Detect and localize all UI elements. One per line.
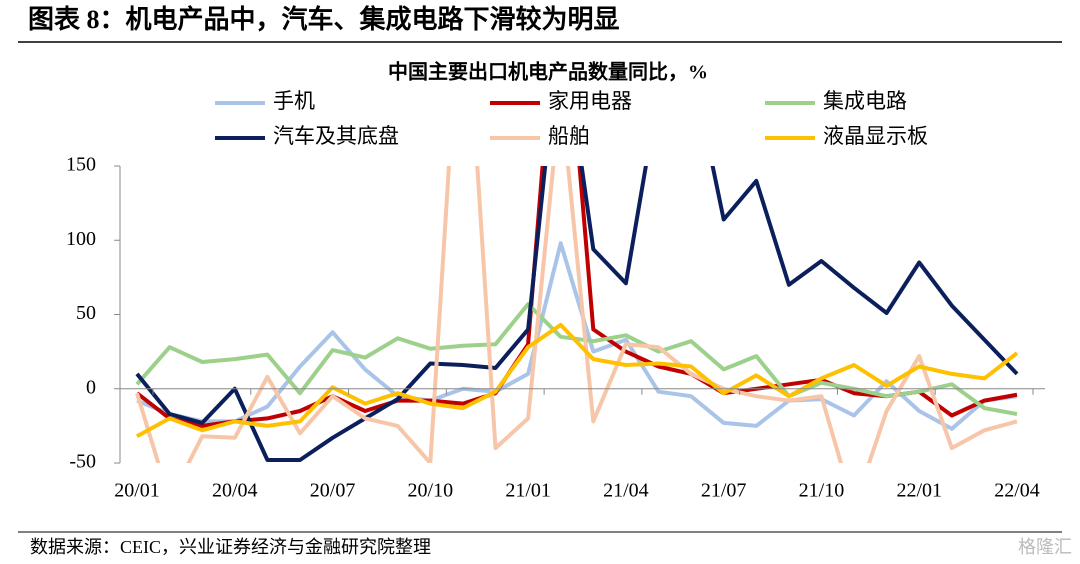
x-tick-label: 20/04: [212, 480, 258, 502]
series-line: [135, 302, 1018, 416]
legend-label: 汽车及其底盘: [273, 124, 399, 148]
source-note: 数据来源：CEIC，兴业证券经济与金融研究院整理: [30, 537, 431, 557]
y-tick-label: -50: [69, 451, 96, 473]
x-tick-label: 21/07: [701, 480, 747, 502]
x-tick-label: 22/04: [994, 480, 1040, 502]
legend-label: 家用电器: [548, 89, 632, 113]
series-line: [135, 166, 1018, 463]
x-tick-label: 21/04: [603, 480, 649, 502]
series-line: [135, 166, 1019, 462]
x-tick-label: 20/07: [310, 480, 356, 502]
legend-label: 船舶: [548, 124, 590, 148]
series-line: [136, 241, 1018, 431]
legend-label: 液晶显示板: [823, 124, 928, 148]
x-tick-label: 20/01: [114, 480, 160, 502]
x-tick-label: 21/01: [505, 480, 551, 502]
y-tick-label: 0: [86, 376, 96, 398]
chart-title: 中国主要出口机电产品数量同比，%: [388, 60, 708, 84]
plot-area: [135, 166, 1019, 463]
legend-label: 集成电路: [823, 89, 907, 113]
series-line: [135, 166, 1018, 428]
x-tick-label: 20/10: [408, 480, 454, 502]
watermark: 格隆汇: [1018, 537, 1072, 557]
x-tick-label: 22/01: [896, 480, 942, 502]
figure-title: 图表 8：机电产品中，汽车、集成电路下滑较为明显: [28, 4, 620, 34]
y-tick-label: 100: [66, 228, 96, 250]
y-tick-label: 150: [66, 154, 96, 176]
legend-label: 手机: [273, 89, 315, 113]
series-line: [136, 322, 1019, 439]
x-tick-label: 21/10: [799, 480, 845, 502]
y-tick-label: 50: [76, 302, 96, 324]
